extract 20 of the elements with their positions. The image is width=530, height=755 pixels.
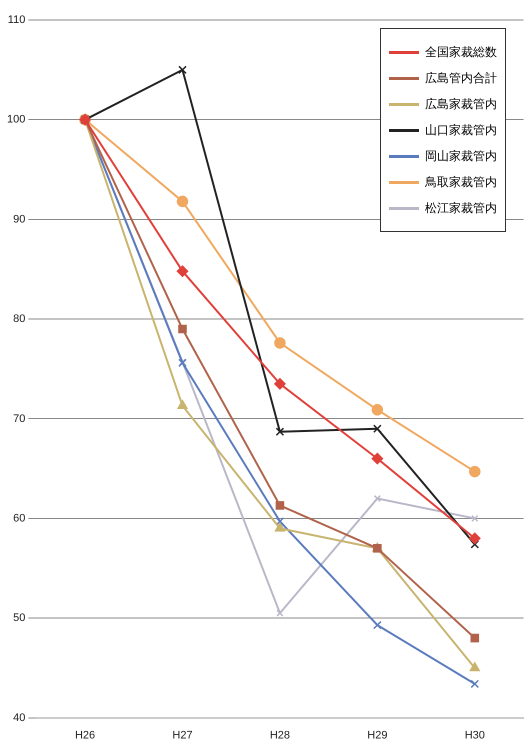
y-tick-label: 110 <box>8 14 26 26</box>
x-tick-label: H28 <box>270 729 290 742</box>
legend-label: 全国家裁総数 <box>425 44 497 61</box>
x-tick-label: H27 <box>172 729 193 742</box>
x-tick-label: H30 <box>464 729 485 742</box>
y-tick-label: 90 <box>13 213 26 226</box>
x-tick-label: H26 <box>74 729 96 742</box>
legend-label: 広島家裁管内 <box>425 96 497 113</box>
y-tick-label: 70 <box>13 412 26 425</box>
legend-label: 鳥取家裁管内 <box>425 174 497 191</box>
y-tick-label: 80 <box>13 313 26 326</box>
legend-label: 岡山家裁管内 <box>425 148 497 165</box>
y-tick-label: 50 <box>13 612 26 624</box>
x-tick-label: H29 <box>367 729 388 742</box>
legend-label: 山口家裁管内 <box>425 122 497 139</box>
legend-label: 松江家裁管内 <box>425 200 497 217</box>
y-tick-label: 40 <box>13 712 26 724</box>
legend-label: 広島管内合計 <box>425 70 497 87</box>
y-tick-label: 60 <box>13 512 26 524</box>
y-tick-label: 100 <box>6 114 26 126</box>
